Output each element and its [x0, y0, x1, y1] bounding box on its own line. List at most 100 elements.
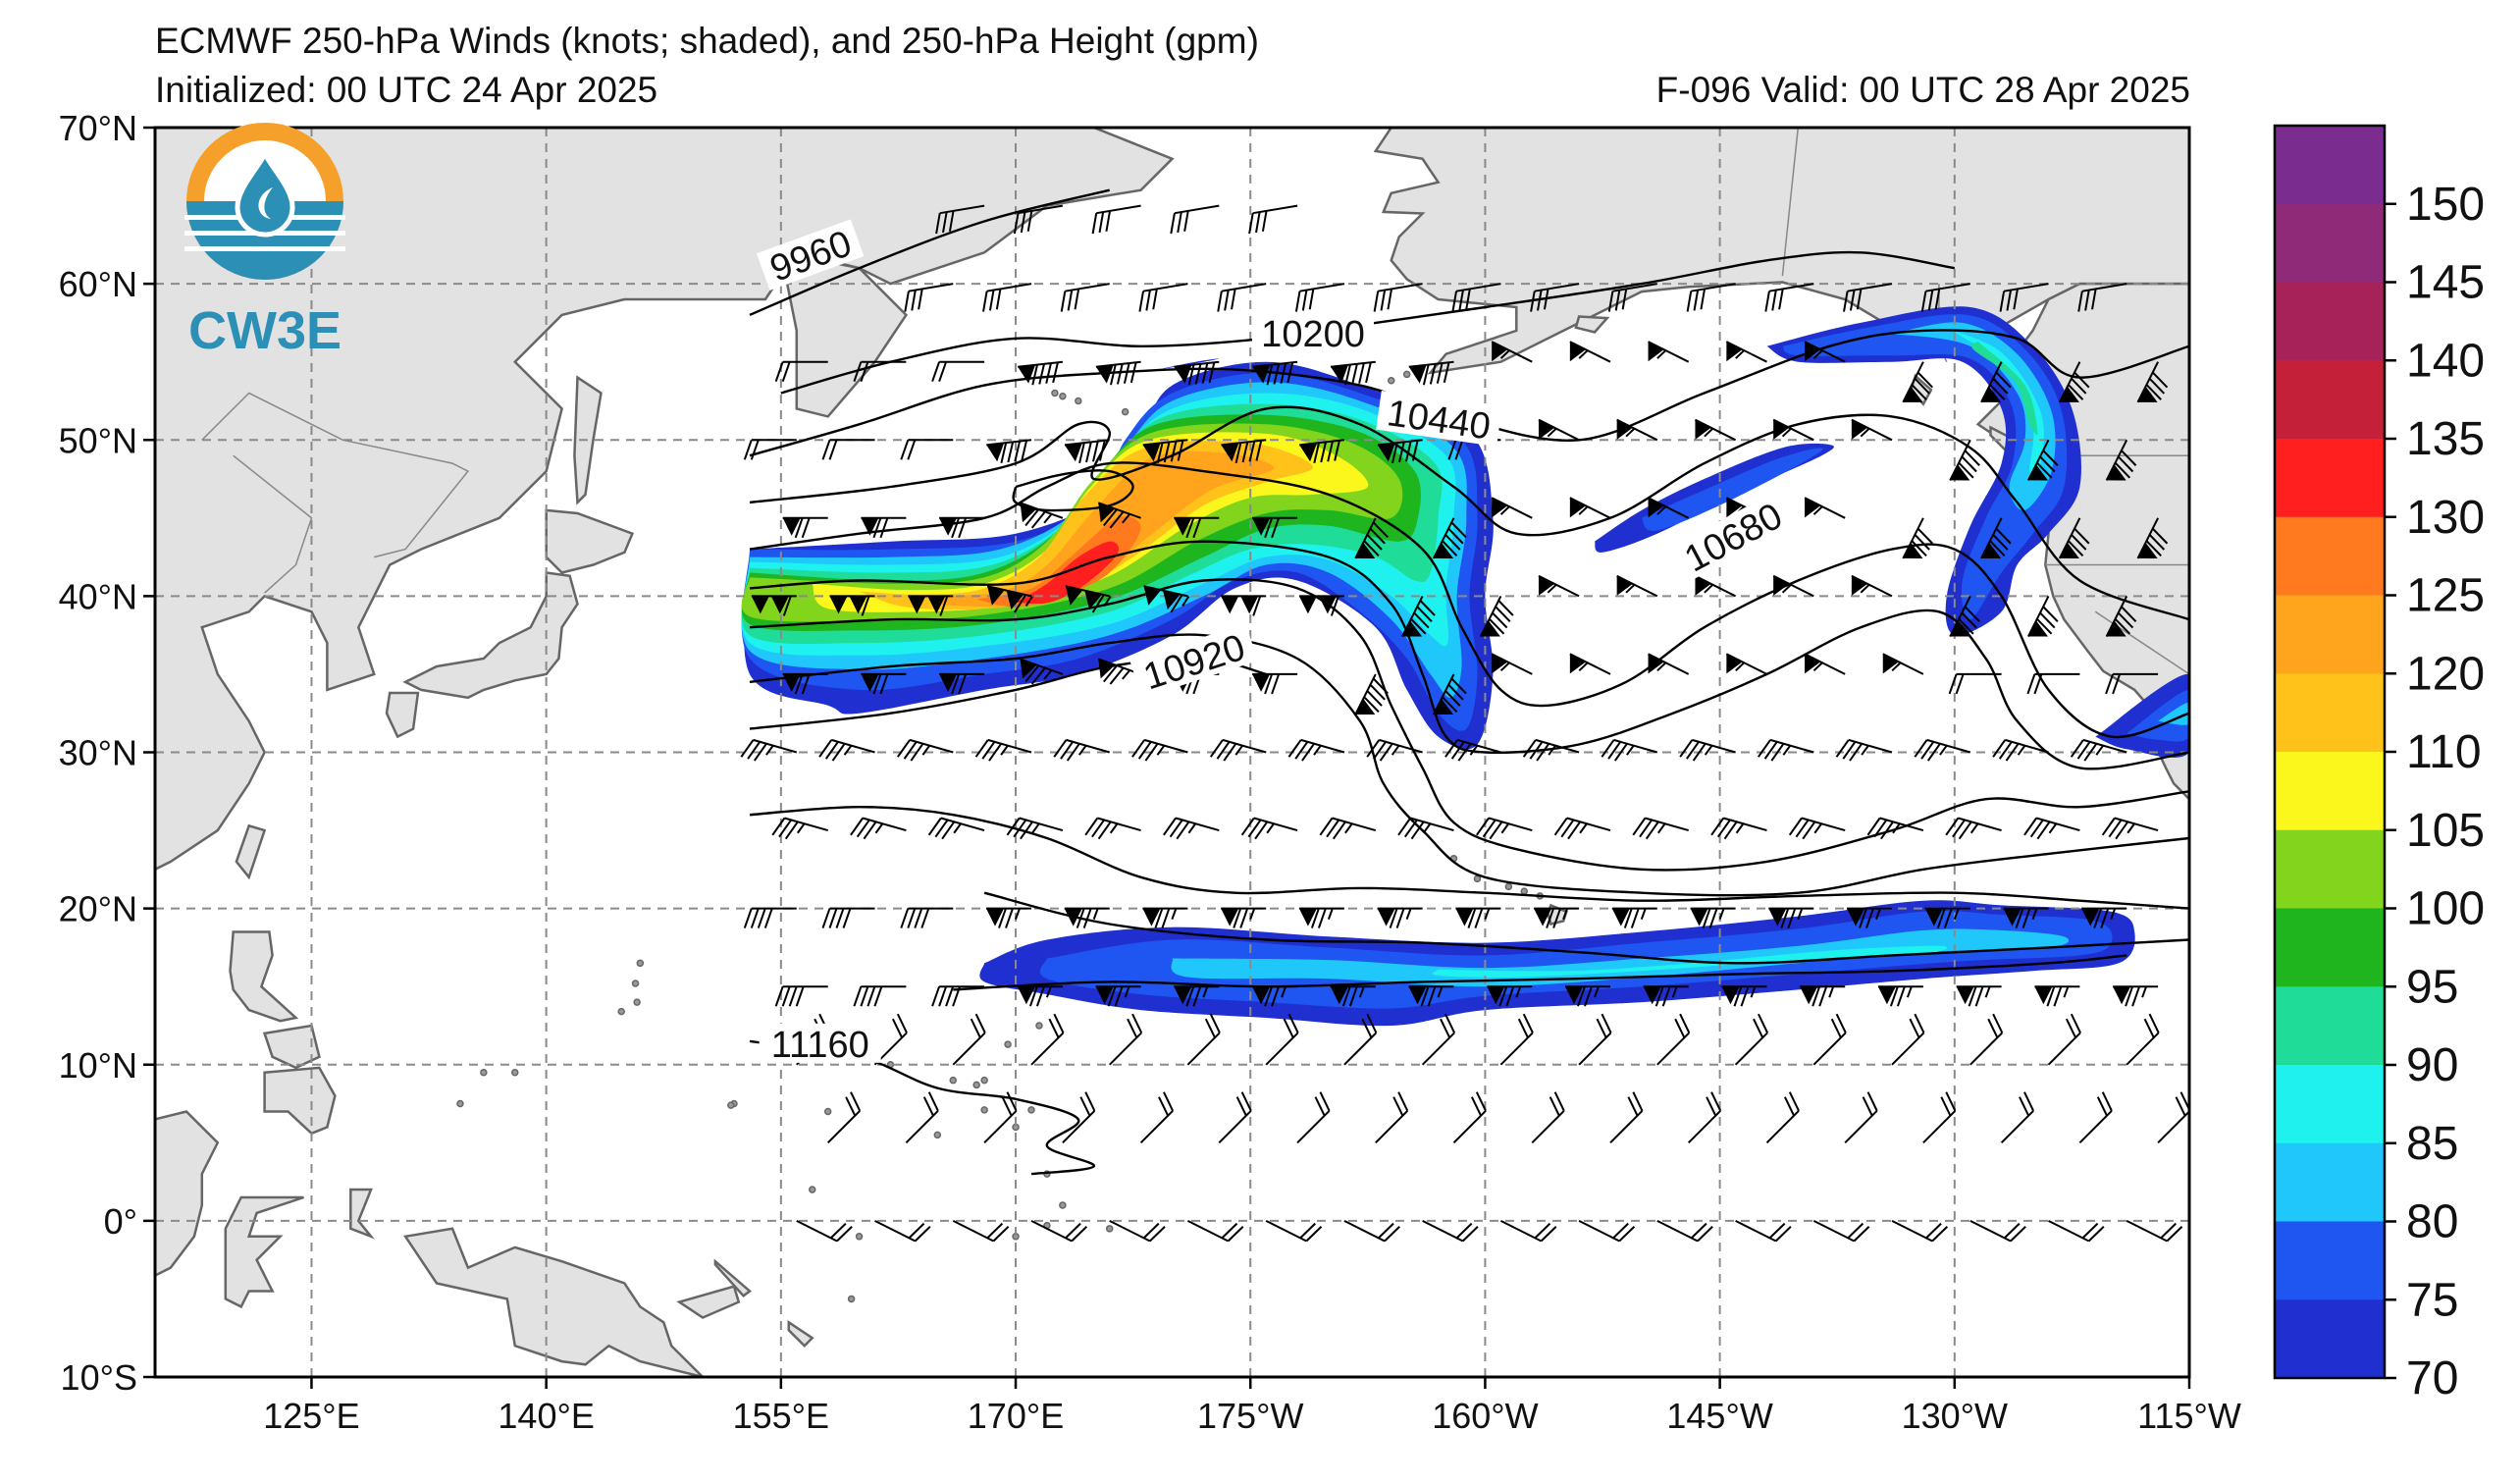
- wind-barb: [1530, 283, 1580, 312]
- wind-barb: [1491, 497, 1533, 519]
- wind-barb: [1221, 595, 1267, 616]
- wind-barb: [1949, 595, 1980, 637]
- island-icon: [1051, 389, 1059, 397]
- wind-barb: [1632, 817, 1689, 840]
- island-icon: [456, 1099, 464, 1108]
- wind-barb: [1174, 985, 1220, 1007]
- colorbar-swatch: [2275, 908, 2385, 987]
- wind-barb: [1433, 517, 1467, 559]
- wind-barb: [853, 360, 907, 383]
- halmahera: [349, 1188, 375, 1240]
- wind-barb: [1109, 1220, 1166, 1243]
- new-britain: [676, 1285, 741, 1319]
- island-icon: [1105, 1225, 1114, 1233]
- mindanao: [263, 1066, 337, 1136]
- wind-barb: [1847, 907, 1892, 928]
- wind-barb: [1758, 738, 1814, 762]
- wind-barb: [939, 516, 985, 539]
- wind-barb: [826, 1091, 862, 1144]
- wind-barb: [1695, 574, 1737, 598]
- solomons: [787, 1319, 814, 1348]
- island-icon: [980, 1106, 988, 1114]
- jet-isotach: [1432, 945, 1948, 978]
- colorbar-swatch: [2275, 516, 2385, 596]
- island-icon: [1121, 407, 1129, 416]
- wind-barb: [853, 985, 907, 1007]
- wind-barb: [1252, 516, 1298, 539]
- wind-barb: [1006, 817, 1064, 840]
- island-icon: [980, 1076, 988, 1085]
- lon-label: 140°E: [498, 1396, 594, 1436]
- wind-barb: [1772, 574, 1814, 598]
- wind-barb: [1902, 517, 1933, 559]
- wind-barb: [974, 738, 1032, 762]
- colorbar-label: 120: [2406, 648, 2485, 700]
- wind-barb: [1476, 817, 1533, 840]
- lat-label: 30°N: [59, 733, 137, 773]
- colorbar-swatch: [2275, 986, 2385, 1066]
- wind-barb: [2070, 738, 2127, 762]
- colorbar-swatch: [2275, 1221, 2385, 1300]
- wind-barb: [1017, 985, 1063, 1007]
- kyushu-shikoku: [385, 691, 420, 739]
- wind-barb: [1062, 1091, 1096, 1144]
- lat-label: 20°N: [59, 889, 137, 929]
- jet-isotach: [1938, 326, 2044, 475]
- wind-barb: [1252, 985, 1298, 1007]
- wind-barb: [1097, 658, 1141, 685]
- jet-isotach: [1039, 911, 2113, 1009]
- wind-barb: [983, 1091, 1018, 1144]
- wind-barb: [1084, 817, 1141, 840]
- wind-barb: [1531, 1091, 1565, 1144]
- wind-barb: [1142, 439, 1188, 464]
- wind-barb: [1095, 360, 1141, 386]
- wind-barb: [900, 907, 954, 928]
- colorbar-label: 80: [2406, 1196, 2458, 1248]
- height-contour: [749, 578, 2189, 872]
- wind-barb: [1765, 1091, 1800, 1144]
- wind-barb: [771, 817, 828, 840]
- wind-barb: [1218, 1091, 1252, 1144]
- wind-barb: [1095, 985, 1141, 1007]
- wind-barb: [818, 738, 875, 762]
- wind-barb: [1408, 985, 1454, 1007]
- wind-barb: [1287, 738, 1345, 762]
- colorbar-label: 75: [2406, 1274, 2458, 1326]
- colorbar-swatch: [2275, 203, 2385, 283]
- wind-barb: [1452, 1091, 1487, 1144]
- lat-label: 0°: [104, 1201, 137, 1242]
- height-contour: [953, 954, 2127, 991]
- colorbar-swatch: [2275, 829, 2385, 909]
- wind-barb: [861, 672, 907, 695]
- wind-barb: [1569, 497, 1611, 519]
- lon-label: 170°E: [968, 1396, 1064, 1436]
- wind-barb: [782, 516, 828, 539]
- wind-barb: [1020, 658, 1064, 685]
- wind-barb: [1265, 1013, 1299, 1066]
- wind-barb: [1601, 738, 1658, 762]
- wind-barb: [1138, 283, 1188, 312]
- lat-label: 40°N: [59, 576, 137, 616]
- wind-barb: [1174, 360, 1220, 386]
- logo-ocean: [186, 201, 343, 280]
- wind-barb: [1569, 653, 1611, 675]
- wind-barb: [1375, 1091, 1409, 1144]
- wind-barb: [1499, 1220, 1557, 1243]
- wind-barb: [1499, 1013, 1534, 1066]
- colorbar-swatch: [2275, 752, 2385, 831]
- wind-barb: [2027, 595, 2059, 637]
- wind-barb: [1643, 985, 1689, 1007]
- wind-barb: [1764, 283, 1814, 312]
- lon-label: 175°W: [1197, 1396, 1303, 1436]
- wind-barb: [2105, 595, 2137, 637]
- colorbar-swatch: [2275, 1065, 2385, 1144]
- wind-barb: [774, 985, 828, 1007]
- wind-barb: [2034, 985, 2080, 1007]
- wind-barb: [1163, 817, 1220, 840]
- wind-barb: [931, 360, 985, 383]
- jet-isotach: [1970, 342, 2038, 436]
- wind-barb: [2003, 907, 2049, 928]
- island-icon: [1059, 392, 1067, 400]
- wind-barb: [1922, 1091, 1957, 1144]
- wind-barb: [1538, 418, 1580, 442]
